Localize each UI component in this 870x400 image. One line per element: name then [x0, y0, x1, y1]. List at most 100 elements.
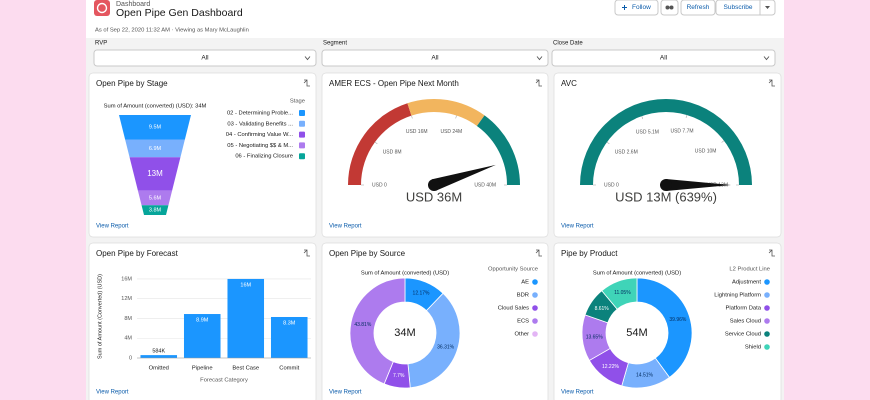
donut-slice-label: 12.17% — [413, 290, 431, 296]
view-report-link[interactable]: View Report — [329, 224, 362, 230]
view-report-link[interactable]: View Report — [329, 390, 362, 396]
legend-label: 04 - Confirming Value W... — [226, 132, 294, 138]
card-background — [553, 72, 782, 238]
donut-subtitle: Sum of Amount (converted) (USD) — [593, 271, 681, 277]
widget-card: AMER ECS - Open Pipe Next Month USD 0 USD … — [321, 72, 549, 238]
expand-icon[interactable] — [768, 79, 775, 87]
expand-icon[interactable] — [303, 79, 310, 87]
legend-label: 05 - Negotiating $$ & M... — [227, 143, 293, 149]
legend-label: Lightning Platform — [714, 293, 761, 299]
filter-label: RVP — [95, 41, 107, 47]
subscribe-menu-icon[interactable] — [765, 6, 770, 9]
refresh-button[interactable] — [680, 0, 716, 16]
follow-icon — [622, 5, 627, 10]
refresh-label[interactable]: Refresh — [687, 4, 710, 11]
filter-value[interactable]: All — [431, 55, 439, 62]
legend-title: L2 Product Line — [729, 267, 770, 273]
x-tick-label: Pipeline — [192, 366, 213, 372]
dashboard-subtitle: As of Sep 22, 2020 11:32 AM · Viewing as… — [95, 28, 249, 34]
funnel-segment — [129, 157, 181, 191]
legend-label: 03 - Validating Benefits ... — [227, 121, 293, 127]
gauge-value: USD 36M — [406, 189, 462, 204]
funnel-segment — [141, 205, 169, 215]
card-title: AMER ECS - Open Pipe Next Month — [329, 79, 459, 88]
legend-swatch — [299, 131, 305, 138]
bar — [183, 314, 221, 358]
bar — [227, 278, 265, 358]
gauge-band — [348, 103, 412, 185]
filter-bar: RVP All Segment All Close Date All — [93, 41, 776, 67]
gauge-tick — [721, 140, 725, 143]
y-tick-label: 0 — [129, 355, 132, 361]
filter-value[interactable]: All — [201, 55, 209, 62]
legend-label: ECS — [517, 319, 529, 325]
filter-dropdown[interactable] — [551, 49, 776, 67]
gauge-tick-label: USD 0 — [604, 182, 619, 188]
legend-label: Sales Cloud — [730, 319, 761, 325]
gauge-value: USD 13M (639%) — [615, 189, 717, 204]
follow-button[interactable] — [614, 0, 659, 16]
expand-icon[interactable] — [303, 249, 310, 257]
gauge-tick — [606, 141, 610, 145]
legend-swatch — [299, 120, 305, 127]
gauge-needle-hub — [660, 179, 672, 191]
expand-icon[interactable] — [535, 249, 542, 257]
legend-label: Cloud Sales — [498, 306, 529, 312]
gauge-tick — [455, 115, 457, 119]
donut-center-label: 34M — [394, 327, 415, 339]
filter-dropdown[interactable] — [93, 49, 317, 67]
y-tick-label: 4M — [124, 336, 132, 342]
gauge-tick-label: USD 10M — [695, 148, 717, 154]
filter-dropdown[interactable] — [321, 49, 549, 67]
gauge-tick — [641, 116, 644, 120]
dashboard-title: Open Pipe Gen Dashboard — [116, 7, 243, 19]
dashboard-icon-glyph — [96, 2, 108, 14]
legend-swatch — [764, 279, 770, 285]
gauge-needle-hub — [428, 179, 440, 191]
widget-card: Open Pipe by Source Sum of Amount (conver… — [321, 242, 549, 400]
follow-label[interactable]: Follow — [632, 4, 651, 11]
funnel-value-label: 5.6M — [149, 195, 162, 201]
gauge-tick-label: USD 24M — [440, 129, 462, 135]
legend-label: BDR — [517, 293, 529, 299]
view-report-link[interactable]: View Report — [561, 390, 594, 396]
funnel-segment — [119, 115, 191, 140]
legend-label: Shield — [745, 345, 761, 351]
legend-label: 02 - Determining Proble... — [227, 111, 293, 117]
subscribe-label[interactable]: Subscribe — [724, 4, 753, 11]
legend-swatch — [532, 292, 538, 298]
view-report-link[interactable]: View Report — [96, 390, 129, 396]
legend-swatch — [299, 110, 305, 116]
gauge-needle — [666, 179, 731, 191]
donut-center-label: 54M — [626, 327, 647, 339]
widget-card: AVC USD 0 USD 2.6M USD 5.1M USD 7.7M USD 10M U… — [553, 72, 782, 238]
filter-value[interactable]: All — [660, 55, 668, 62]
gauge-needle — [432, 164, 496, 191]
donut-slice — [636, 277, 693, 378]
legend-swatch — [532, 318, 538, 324]
widget-card: Open Pipe by Stage Sum of Amount (convert… — [88, 72, 317, 238]
x-axis-label: Forecast Category — [200, 378, 248, 384]
view-report-link[interactable]: View Report — [96, 224, 129, 230]
bar-value-label: 584K — [152, 349, 165, 355]
card-title: AVC — [561, 79, 577, 88]
view-report-link[interactable]: View Report — [561, 224, 594, 230]
gauge-tick — [685, 114, 688, 119]
y-axis-label: Sum of Amount (Converted) (USD) — [97, 274, 103, 359]
bar — [140, 355, 178, 358]
expand-icon[interactable] — [535, 79, 542, 87]
breadcrumb: Dashboard — [116, 1, 150, 8]
widget-card: Pipe by Product Sum of Amount (converted)… — [553, 242, 782, 400]
donut-slice-label: 43.81% — [354, 322, 372, 328]
card-title: Pipe by Product — [561, 249, 618, 258]
gauge-band — [476, 115, 520, 185]
expand-icon[interactable] — [768, 249, 775, 257]
filter-label: Segment — [323, 41, 347, 47]
donut-slice-label: 8.61% — [595, 306, 610, 312]
gauge-band — [580, 99, 752, 185]
dashboard-icon — [94, 0, 110, 16]
donut-slice-label: 14.51% — [636, 373, 654, 379]
bar-value-label: 8.3M — [283, 320, 296, 326]
